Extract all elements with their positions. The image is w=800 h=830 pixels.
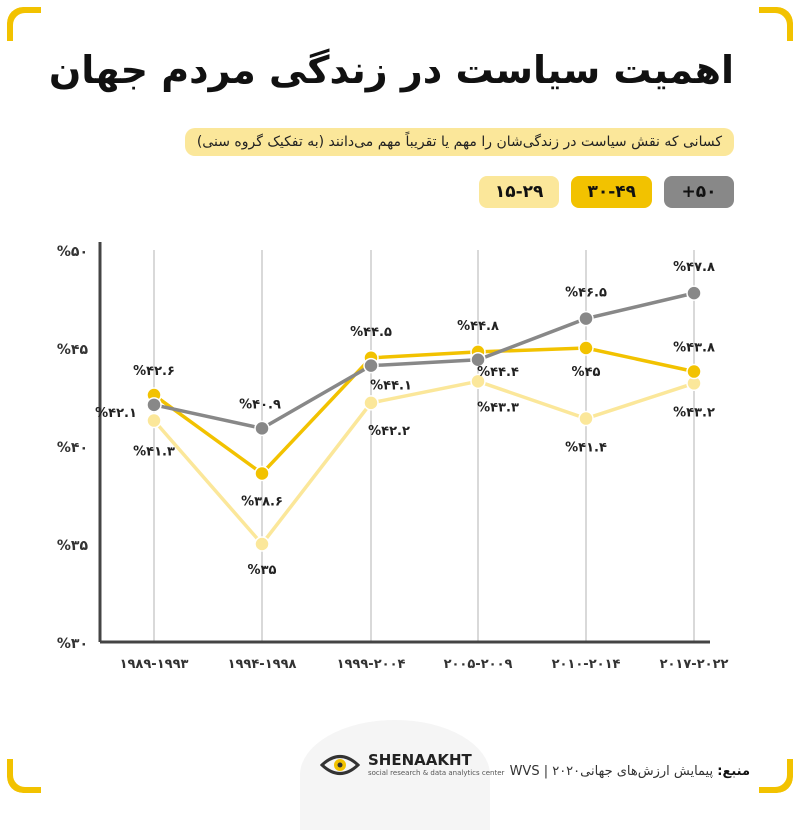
data-point xyxy=(470,352,486,368)
data-label: %۴۱.۳ xyxy=(133,445,175,460)
line-chart: %۵۰ %۴۵ %۴۰ %۳۵ %۳۰ ۱۹۸۹-۱۹۹۳ ۱۹۹۴-۱۹۹۸ ۱۹۹۹-۲۰… xyxy=(57,242,729,672)
data-label: %۴۶.۵ xyxy=(565,286,607,301)
corner-decoration xyxy=(7,753,47,793)
y-tick-label: %۵۰ xyxy=(57,244,88,260)
source-text: پیمایش ارزش‌های جهانیWVS | ۲۰۲۰ xyxy=(509,764,714,779)
data-label: %۴۱.۴ xyxy=(565,441,607,456)
corner-decoration xyxy=(753,7,793,47)
data-label: %۴۲.۶ xyxy=(133,364,175,379)
data-label: %۴۴.۱ xyxy=(370,379,412,394)
series-line xyxy=(153,291,695,431)
x-tick-label: ۱۹۹۴-۱۹۹۸ xyxy=(228,657,297,672)
series-line xyxy=(152,346,695,476)
y-tick-label: %۴۵ xyxy=(57,342,89,358)
chart-title: اهمیت سیاست در زندگی مردم جهان xyxy=(48,48,734,92)
data-label: %۴۴.۸ xyxy=(457,319,499,334)
data-point xyxy=(470,373,486,390)
logo-name: SHENAAKHT xyxy=(368,751,472,769)
data-label: %۳۸.۶ xyxy=(241,494,283,509)
data-label: %۴۷.۸ xyxy=(673,260,715,275)
series-line xyxy=(152,379,695,547)
corner-decoration xyxy=(7,7,47,47)
data-label: %۴۲.۱ xyxy=(95,406,137,421)
legend: +۵۰ ۳۰-۴۹ ۱۵-۲۹ xyxy=(478,176,734,208)
data-label: %۴۰.۹ xyxy=(239,397,281,412)
x-tick-label: ۲۰۱۷-۲۰۲۲ xyxy=(660,657,729,672)
data-point xyxy=(363,395,379,411)
data-point xyxy=(146,412,162,429)
source-note: منبع: پیمایش ارزش‌های جهانیWVS | ۲۰۲۰ xyxy=(510,764,750,779)
x-tick-label: ۱۹۸۹-۱۹۹۳ xyxy=(120,657,189,672)
data-point xyxy=(254,420,270,437)
y-tick-label: %۳۵ xyxy=(57,538,89,554)
x-tick-label: ۱۹۹۹-۲۰۰۴ xyxy=(337,657,406,672)
data-point xyxy=(686,285,702,301)
y-tick-label: %۳۰ xyxy=(57,636,88,652)
data-point xyxy=(146,397,162,413)
data-label: %۴۵ xyxy=(572,365,601,380)
data-point xyxy=(578,410,594,427)
data-label: %۴۴.۵ xyxy=(350,325,392,340)
data-point xyxy=(363,357,379,374)
corner-decoration xyxy=(753,753,793,793)
data-label: %۴۳.۸ xyxy=(673,341,715,356)
legend-item-30-49: ۳۰-۴۹ xyxy=(571,176,652,208)
logo-tagline: social research & data analytics center xyxy=(368,769,505,777)
data-point xyxy=(578,310,594,327)
data-label: %۴۳.۲ xyxy=(673,405,715,420)
y-tick-label: %۴۰ xyxy=(57,440,88,456)
data-point xyxy=(254,465,270,482)
data-label: %۳۵ xyxy=(248,563,277,578)
chart-subtitle: کسانی که نقش سیاست در زندگی‌شان را مهم ی… xyxy=(184,128,734,156)
source-label: منبع: xyxy=(717,764,750,779)
legend-item-15-29: ۱۵-۲۹ xyxy=(478,176,560,208)
logo: SHENAAKHT social research & data analyti… xyxy=(320,752,504,778)
legend-item-50-plus: +۵۰ xyxy=(664,176,734,208)
data-label: %۴۳.۳ xyxy=(477,400,519,415)
data-point xyxy=(254,536,270,552)
data-label: %۴۲.۲ xyxy=(368,424,410,439)
data-point xyxy=(578,340,594,356)
data-point xyxy=(686,363,702,380)
x-tick-label: ۲۰۰۵-۲۰۰۹ xyxy=(444,657,513,672)
data-label: %۴۴.۴ xyxy=(477,365,519,380)
x-tick-label: ۲۰۱۰-۲۰۱۴ xyxy=(552,657,621,672)
eye-icon xyxy=(320,755,360,775)
